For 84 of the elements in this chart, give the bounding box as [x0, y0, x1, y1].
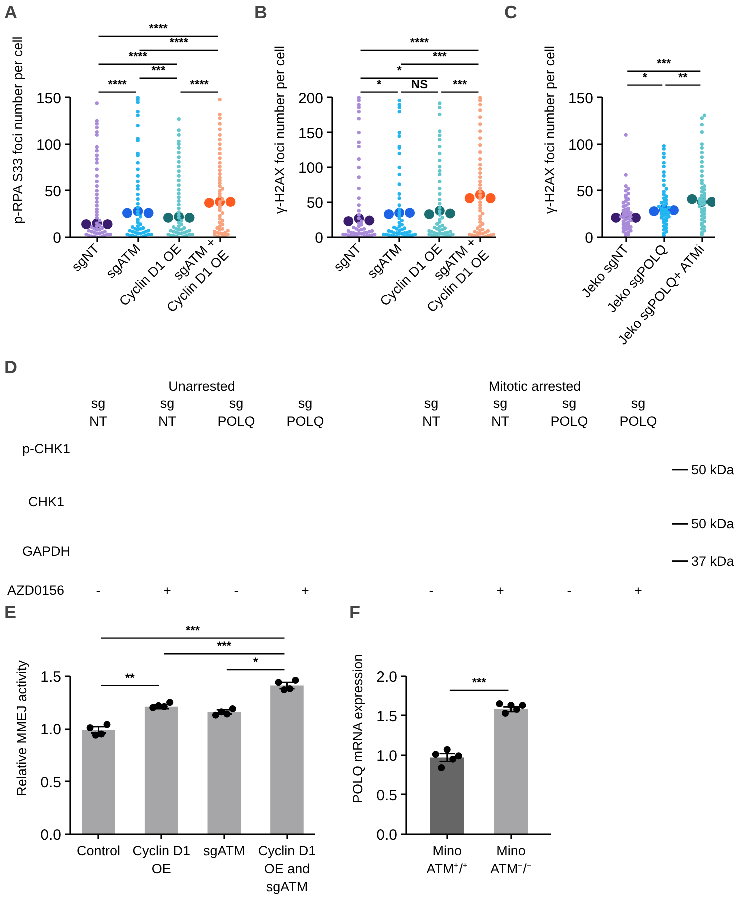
text: +	[302, 583, 310, 598]
y-tick-label: 0.0	[376, 827, 398, 844]
text: ***	[432, 50, 448, 64]
chart-title: B	[254, 2, 268, 22]
category-label: sg NT	[158, 396, 176, 430]
text: D	[4, 358, 18, 378]
text: NS	[411, 77, 428, 92]
y-tick-label: 1.5	[40, 668, 62, 686]
x-tick-label: Mino ATM⁻/⁻	[490, 844, 532, 876]
x-tick-label: Mino ATM⁺/⁺	[426, 844, 468, 876]
category-label: sg NT	[492, 396, 510, 430]
y-tick-label: 1.0	[40, 722, 62, 739]
y-tick-label: 0.0	[40, 827, 62, 844]
y-axis-title: γ-H2AX foci number per cell	[272, 46, 288, 214]
text: ***	[186, 623, 200, 638]
y-tick-label: 0	[53, 230, 62, 247]
text: ****	[149, 22, 168, 36]
y-tick-label: 200	[298, 90, 324, 108]
text: *	[642, 70, 648, 84]
chart-title: A	[4, 2, 18, 22]
x-tick-label: Control	[77, 844, 121, 858]
y-tick-label: 150	[568, 90, 594, 108]
category-label: GAPDH	[22, 544, 71, 559]
text: -	[234, 583, 239, 598]
text: *	[397, 64, 402, 78]
category-label: 50 kDa	[692, 516, 734, 532]
text: ***	[152, 64, 166, 78]
y-axis-title: POLQ mRNA expression	[350, 654, 366, 804]
text: -	[96, 583, 101, 598]
category-label: sg NT	[90, 396, 108, 430]
y-tick-label: 50	[576, 183, 594, 200]
y-tick-label: 50	[306, 195, 324, 212]
text: +	[496, 583, 505, 598]
text: ***	[453, 77, 468, 92]
y-tick-label: 0.5	[40, 774, 62, 792]
y-tick-label: 100	[36, 136, 62, 154]
text: Unarrested	[168, 379, 236, 394]
text: *	[253, 655, 258, 670]
text: **	[678, 70, 688, 84]
category-label: p-CHK1	[22, 441, 71, 456]
y-tick-label: 0	[315, 230, 324, 247]
y-tick-label: 0.5	[376, 787, 398, 804]
y-tick-label: 150	[36, 90, 62, 108]
y-axis-title: γ-H2AX foci number per cell	[542, 46, 558, 214]
x-tick-label: sgATM	[204, 844, 246, 858]
text: ***	[657, 56, 672, 71]
y-tick-label: 50	[44, 183, 62, 200]
text: -	[429, 583, 434, 598]
text: ****	[170, 36, 189, 50]
text: ***	[217, 639, 232, 654]
y-tick-label: 1.0	[376, 748, 398, 765]
category-label: sg POLQ	[218, 396, 256, 430]
text: Mitotic arrested	[488, 379, 582, 394]
chart-title: E	[4, 602, 17, 622]
text: +	[164, 583, 172, 598]
x-tick-label: Cyclin D1 OE	[132, 844, 190, 876]
category-label: sg POLQ	[620, 396, 658, 430]
y-tick-label: 150	[298, 125, 324, 142]
text: AZD0156	[8, 582, 65, 598]
x-tick-label: Cyclin D1 OE and sgATM	[258, 844, 316, 894]
annotation: ***	[472, 676, 487, 690]
text: *	[377, 77, 382, 92]
category-label: CHK1	[28, 494, 65, 510]
chart-title: F	[350, 602, 360, 622]
category-label: 37 kDa	[692, 554, 734, 569]
y-axis-title: p-RPA S33 foci number per cell	[10, 36, 26, 224]
text: ****	[190, 77, 210, 92]
text: -	[567, 583, 572, 598]
category-label: sg POLQ	[550, 396, 588, 430]
y-tick-label: 100	[568, 136, 594, 154]
text: ****	[108, 77, 128, 92]
text: ****	[128, 50, 148, 64]
category-label: sg NT	[422, 396, 440, 430]
y-tick-label: 100	[298, 160, 324, 178]
annotation: **	[126, 670, 136, 685]
y-tick-label: 1.5	[376, 708, 398, 726]
y-tick-label: 0	[585, 230, 594, 247]
text: +	[634, 583, 643, 598]
category-label: sg POLQ	[286, 396, 324, 430]
y-tick-label: 2.0	[376, 668, 398, 686]
category-label: 50 kDa	[692, 462, 734, 478]
text: ****	[410, 36, 430, 50]
y-axis-title: Relative MMEJ activity	[14, 660, 30, 796]
chart-title: C	[504, 2, 518, 22]
